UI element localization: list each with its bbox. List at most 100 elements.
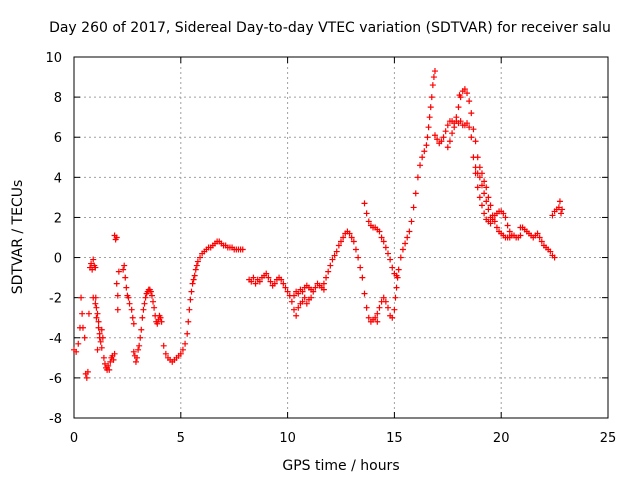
data-point xyxy=(331,252,338,259)
data-point xyxy=(250,274,257,281)
data-point xyxy=(536,234,543,241)
data-point xyxy=(177,350,184,357)
data-point xyxy=(392,294,399,301)
data-point xyxy=(493,224,500,231)
data-point xyxy=(140,306,147,313)
data-point xyxy=(141,300,148,307)
data-point xyxy=(147,288,154,295)
data-point xyxy=(284,288,291,295)
data-point xyxy=(534,230,541,237)
data-point xyxy=(157,314,164,321)
data-point xyxy=(325,268,332,275)
data-point xyxy=(191,272,198,279)
data-point xyxy=(466,124,473,131)
x-tick-label: 15 xyxy=(386,431,403,446)
data-point xyxy=(105,362,112,369)
y-tick-label: 4 xyxy=(54,171,62,186)
data-point xyxy=(380,238,387,245)
data-point xyxy=(506,228,513,235)
data-point xyxy=(129,314,136,321)
y-tick-label: 0 xyxy=(54,252,62,267)
data-point xyxy=(393,272,400,279)
data-point xyxy=(378,234,385,241)
data-point xyxy=(446,138,453,145)
data-point xyxy=(380,294,387,301)
data-point xyxy=(430,74,437,81)
data-point xyxy=(113,234,120,241)
y-tick-label: -2 xyxy=(49,292,62,307)
data-point xyxy=(93,304,100,311)
data-point xyxy=(455,104,462,111)
data-point xyxy=(444,122,451,129)
data-point xyxy=(555,204,562,211)
data-point xyxy=(359,274,366,281)
data-point xyxy=(107,358,114,365)
y-tick-label: -4 xyxy=(49,332,62,347)
data-point xyxy=(92,300,99,307)
data-point xyxy=(376,228,383,235)
data-point xyxy=(90,256,97,263)
data-point xyxy=(265,274,272,281)
data-point xyxy=(352,246,359,253)
x-tick-label: 20 xyxy=(493,431,510,446)
data-point xyxy=(399,246,406,253)
data-point xyxy=(333,248,340,255)
data-point xyxy=(187,296,194,303)
data-point xyxy=(120,266,127,273)
data-point xyxy=(485,194,492,201)
data-point xyxy=(186,306,193,313)
data-point xyxy=(128,306,135,313)
data-point xyxy=(192,266,199,273)
data-point xyxy=(384,250,391,257)
data-point xyxy=(355,254,362,261)
data-point xyxy=(478,182,485,189)
data-point xyxy=(419,154,426,161)
data-point xyxy=(138,326,145,333)
data-point xyxy=(188,288,195,295)
data-point xyxy=(549,212,556,219)
data-point xyxy=(559,206,566,213)
data-point xyxy=(84,368,91,375)
data-point xyxy=(464,90,471,97)
data-point xyxy=(426,114,433,121)
data-point xyxy=(504,222,511,229)
data-point xyxy=(299,288,306,295)
data-point xyxy=(136,342,143,349)
data-point xyxy=(476,174,483,181)
data-point xyxy=(81,334,88,341)
data-point xyxy=(122,274,129,281)
data-point xyxy=(92,264,99,271)
data-point xyxy=(130,320,137,327)
data-point xyxy=(434,136,441,143)
data-point xyxy=(158,318,165,325)
y-tick-label: 8 xyxy=(54,91,62,106)
data-point xyxy=(142,294,149,301)
chart-title: Day 260 of 2017, Sidereal Day-to-day VTE… xyxy=(49,20,611,36)
data-point xyxy=(323,274,330,281)
data-point xyxy=(95,318,102,325)
data-point xyxy=(95,324,102,331)
data-point xyxy=(361,290,368,297)
data-point xyxy=(374,318,381,325)
data-point xyxy=(363,210,370,217)
data-point xyxy=(363,304,370,311)
data-point xyxy=(303,300,310,307)
data-point xyxy=(457,118,464,125)
data-point xyxy=(470,126,477,133)
data-point xyxy=(135,346,142,353)
data-point xyxy=(449,130,456,137)
y-tick-label: 6 xyxy=(54,131,62,146)
data-point xyxy=(466,98,473,105)
data-point xyxy=(487,220,494,227)
data-point xyxy=(457,94,464,101)
data-point xyxy=(556,198,563,205)
data-point xyxy=(468,134,475,141)
data-point xyxy=(476,194,483,201)
data-point xyxy=(121,262,128,269)
data-point xyxy=(397,254,404,261)
data-point xyxy=(408,218,415,225)
data-point xyxy=(558,210,565,217)
data-point xyxy=(451,124,458,131)
x-axis-label: GPS time / hours xyxy=(282,458,399,474)
data-point xyxy=(357,264,364,271)
